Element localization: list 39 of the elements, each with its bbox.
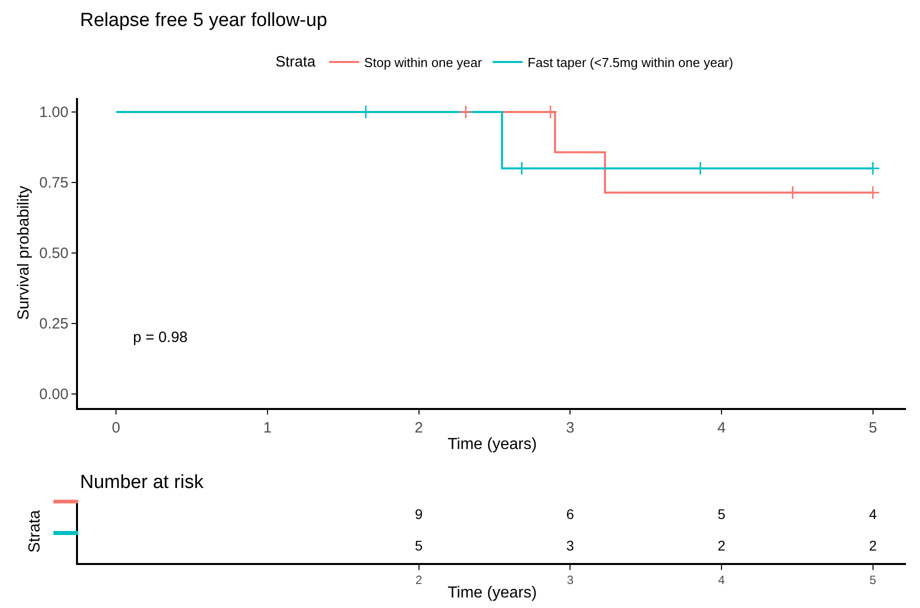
x-tick-label: 3 <box>566 573 574 588</box>
point <box>786 186 800 200</box>
point <box>693 161 708 176</box>
legend-label: Stop within one year <box>364 55 483 70</box>
x-tick-label: 5 <box>868 420 878 437</box>
data-label: 3 <box>566 538 574 554</box>
x-tick-label: 4 <box>717 420 726 437</box>
y-tick-label: 0.75 <box>39 174 68 192</box>
point <box>866 161 880 176</box>
data-label: 2 <box>718 538 726 554</box>
data-label: 5 <box>718 506 726 522</box>
y-axis-title: Strata <box>26 510 44 553</box>
chart-title: Relapse free 5 year follow-up <box>80 10 328 31</box>
point <box>458 104 473 120</box>
x-tick-label: 0 <box>112 420 120 437</box>
x-tick-label: 4 <box>718 573 726 588</box>
legend-label: Fast taper (<7.5mg within one year) <box>528 55 734 70</box>
y-tick-label: 0.25 <box>39 316 68 333</box>
x-tick-label: 5 <box>870 573 877 588</box>
annotation: p = 0.98 <box>133 329 188 346</box>
data-label: 5 <box>414 538 423 554</box>
data-label: 4 <box>869 506 877 522</box>
x-tick-label: 3 <box>566 420 574 437</box>
x-tick-label: 2 <box>415 573 422 588</box>
y-tick-label: 0.00 <box>39 386 68 404</box>
y-tick-label: 1.00 <box>39 104 68 122</box>
y-axis-title: Survival probability <box>16 186 33 320</box>
x-tick-label: 1 <box>263 420 272 437</box>
chart-title: Number at risk <box>80 472 204 493</box>
point <box>514 161 529 176</box>
legend-title: Strata <box>276 54 316 70</box>
point <box>866 186 880 200</box>
data-label: 2 <box>869 538 877 554</box>
data-label: 9 <box>414 506 423 522</box>
data-label: 6 <box>566 506 574 522</box>
y-tick-label: 0.50 <box>39 245 68 262</box>
x-axis-title: Time (years) <box>448 584 537 602</box>
x-tick-label: 2 <box>414 420 423 437</box>
x-axis-title: Time (years) <box>448 436 537 453</box>
